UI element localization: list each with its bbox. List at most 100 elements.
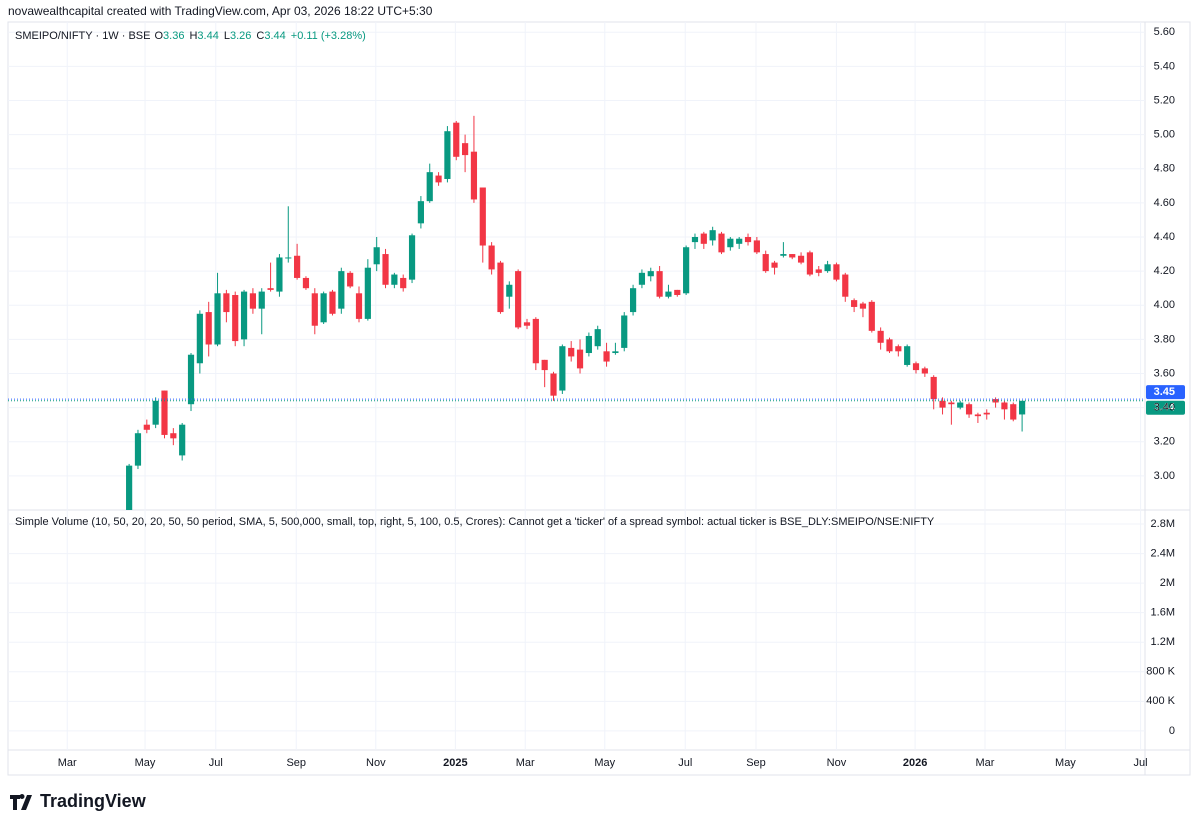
candle-body	[355, 293, 363, 319]
plot	[126, 115, 1026, 510]
y-tick-label: 5.60	[1154, 26, 1175, 38]
candle-body	[400, 277, 407, 289]
candle-body	[983, 412, 990, 415]
x-tick-label: Jul	[209, 757, 223, 769]
candle-body	[329, 291, 336, 314]
x-tick-label: May	[594, 757, 615, 769]
candle-body	[347, 272, 354, 287]
candle-body	[585, 335, 592, 354]
price-tag-label: 3.44	[1154, 402, 1176, 414]
volume-title: Simple Volume (10, 50, 20, 20, 50, 50 pe…	[15, 516, 935, 528]
candle-body	[736, 238, 743, 244]
candle-body	[700, 233, 707, 244]
candle-body	[833, 264, 840, 280]
candle-body	[391, 274, 398, 285]
candle-body	[515, 271, 522, 328]
x-tick-label: Nov	[827, 757, 847, 769]
candle-body	[948, 402, 955, 405]
y2-tick-label: 1.2M	[1151, 636, 1175, 648]
candle-body	[638, 272, 646, 285]
ohlc-value: 3.36	[163, 30, 184, 42]
candle-body	[930, 376, 937, 400]
y-tick-label: 5.40	[1154, 60, 1175, 72]
candle-body	[824, 264, 831, 272]
candle-body	[143, 424, 150, 430]
price-tag	[1146, 400, 1185, 415]
x-tick-label: Mar	[975, 757, 994, 769]
candle-body	[152, 400, 159, 425]
candle-body	[753, 240, 760, 253]
y-tick-label: 4.20	[1154, 265, 1175, 277]
x-tick-label: Sep	[746, 757, 766, 769]
ohlc-label: H	[189, 30, 197, 42]
candle-body	[187, 354, 195, 405]
x-tick-label: May	[1055, 757, 1076, 769]
candle-body	[1019, 400, 1026, 415]
candle-body	[170, 433, 177, 439]
candle-body	[506, 284, 513, 297]
candle-body	[612, 351, 619, 354]
candle-body	[904, 346, 911, 365]
ohlc-label: C	[256, 30, 264, 42]
candle-body	[709, 230, 716, 241]
candle-body	[895, 346, 902, 352]
candle-body	[311, 293, 318, 326]
candle-body	[532, 318, 539, 364]
candle-body	[444, 131, 451, 179]
candle-body	[957, 402, 964, 408]
candle-body	[797, 255, 805, 263]
symbol-legend: SMEIPO/NIFTY · 1W · BSE O3.36 H3.44 L3.26 C3…	[15, 30, 366, 42]
y2-tick-label: 800 K	[1146, 666, 1175, 678]
candle-body	[603, 351, 610, 362]
candle-body	[877, 330, 884, 343]
x-tick-label: Mar	[58, 757, 77, 769]
candle-body	[691, 236, 699, 243]
candle-body	[629, 288, 637, 313]
candle-body	[294, 255, 301, 278]
candle-body	[267, 288, 274, 290]
candle-body	[851, 300, 858, 307]
candle-body	[488, 245, 495, 270]
candle-body	[258, 291, 265, 309]
candle-body	[126, 465, 133, 510]
candle-body	[965, 404, 973, 415]
candle-body	[806, 252, 814, 275]
brand: TradingView	[40, 791, 147, 811]
candle-body	[223, 293, 230, 313]
ohlc-label: O	[154, 30, 163, 42]
y-tick-label: 3.20	[1154, 436, 1175, 448]
candle-body	[214, 293, 221, 345]
y2-tick-label: 400 K	[1146, 695, 1175, 707]
candle-body	[744, 236, 752, 243]
y-tick-label: 4.60	[1154, 197, 1175, 209]
candle-body	[842, 274, 849, 297]
candle-body	[462, 143, 469, 156]
candle-body	[232, 295, 239, 342]
candle-body	[426, 172, 433, 202]
y-tick-label: 5.00	[1154, 129, 1175, 141]
candle-body	[780, 254, 787, 256]
candle-body	[161, 390, 168, 435]
brand-logo: TradingView	[10, 791, 147, 811]
candle-body	[683, 247, 690, 294]
candle-body	[771, 262, 778, 268]
candle-body	[594, 329, 601, 347]
candle-body	[568, 347, 575, 357]
candle-body	[718, 233, 725, 253]
candle-body	[665, 291, 672, 297]
overlay: 3.45 3.44	[8, 385, 1185, 415]
x-tick-label: Mar	[516, 757, 535, 769]
candle-body	[868, 301, 875, 331]
candle-body	[364, 267, 371, 319]
y-tick-label: 3.80	[1154, 333, 1175, 345]
ohlc-value: 3.44	[197, 30, 218, 42]
candle-body	[453, 122, 460, 157]
candle-body	[408, 235, 416, 280]
candle-body	[435, 175, 442, 183]
candle-body	[285, 257, 292, 259]
candle-body	[276, 257, 283, 292]
y2-tick-label: 1.6M	[1151, 607, 1175, 619]
candle-body	[523, 322, 531, 326]
x-tick-label: Jul	[1134, 757, 1148, 769]
